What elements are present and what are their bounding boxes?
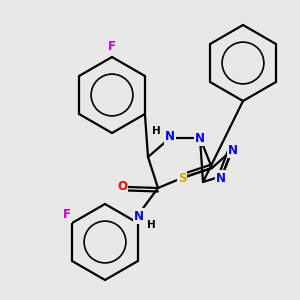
Text: N: N <box>134 209 144 223</box>
Text: N: N <box>216 172 226 184</box>
Text: N: N <box>228 143 238 157</box>
Text: H: H <box>152 126 160 136</box>
Text: F: F <box>63 208 71 221</box>
Text: H: H <box>147 220 155 230</box>
Text: F: F <box>108 40 116 53</box>
Text: O: O <box>117 179 127 193</box>
Text: N: N <box>195 131 205 145</box>
Text: S: S <box>178 172 186 184</box>
Text: N: N <box>165 130 175 143</box>
